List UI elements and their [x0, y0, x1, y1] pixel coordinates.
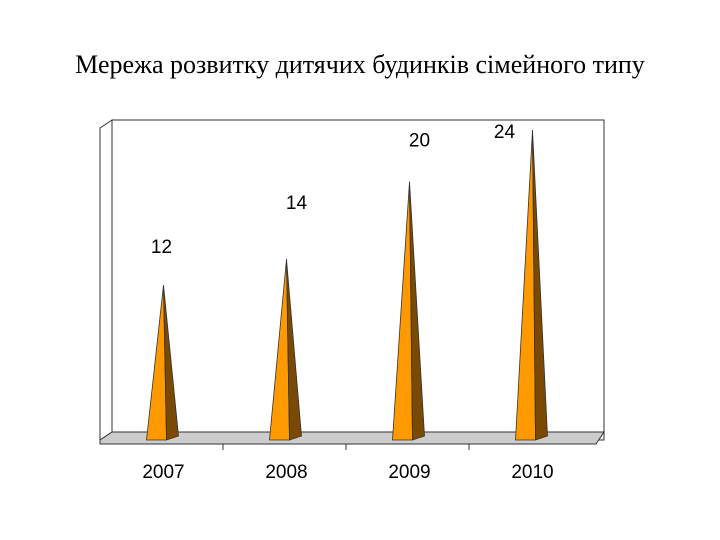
cone-side-2009 — [409, 181, 425, 441]
plot-floor — [99, 431, 605, 445]
data-label-2008: 14 — [286, 193, 308, 214]
data-label-2009: 20 — [409, 131, 430, 152]
data-label-2007: 12 — [151, 237, 172, 258]
chart-title: Мережа розвитку дитячих будинків сімейно… — [75, 50, 645, 79]
plot-area — [99, 119, 605, 450]
plot-left-wall — [99, 119, 113, 441]
x-tick-label-2007: 2007 — [142, 462, 184, 483]
data-label-2010: 24 — [494, 122, 516, 143]
x-tick-label-2010: 2010 — [511, 462, 553, 483]
chart-marks — [146, 129, 548, 441]
x-tick-label-2009: 2009 — [388, 462, 430, 483]
cone-side-2010 — [532, 129, 548, 441]
cone-side-2008 — [286, 259, 302, 441]
chart-labels: 2007 12 2008 14 2009 20 2010 24 — [142, 122, 553, 483]
x-tick-label-2008: 2008 — [265, 462, 307, 483]
cone-side-2007 — [163, 284, 179, 441]
